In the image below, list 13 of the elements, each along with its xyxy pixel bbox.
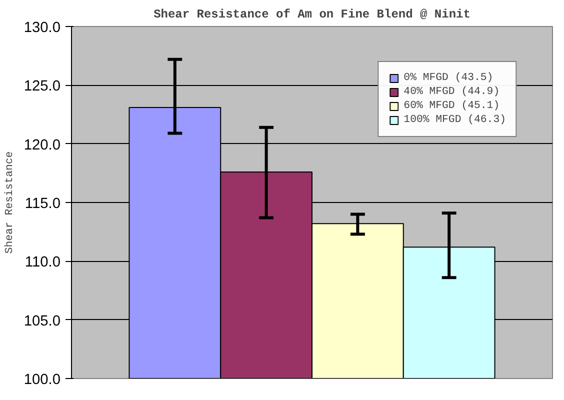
y-tick-label: 100.0	[24, 372, 61, 388]
chart-title: Shear Resistance of Am on Fine Blend @ Ninit	[154, 8, 470, 22]
legend-label: 100% MFGD (46.3)	[404, 114, 506, 126]
y-tick-label: 110.0	[24, 254, 61, 271]
y-tick-label: 125.0	[24, 78, 61, 95]
y-tick-label: 105.0	[24, 313, 61, 330]
y-tick-label: 130.0	[24, 20, 61, 36]
y-tick-label: 120.0	[24, 137, 61, 154]
legend-label: 40% MFGD (44.9)	[404, 86, 500, 98]
legend-label: 60% MFGD (45.1)	[404, 100, 500, 112]
y-axis-title: Shear Resistance	[4, 151, 16, 254]
legend-label: 0% MFGD (43.5)	[404, 72, 494, 84]
y-tick-label: 115.0	[24, 196, 61, 212]
